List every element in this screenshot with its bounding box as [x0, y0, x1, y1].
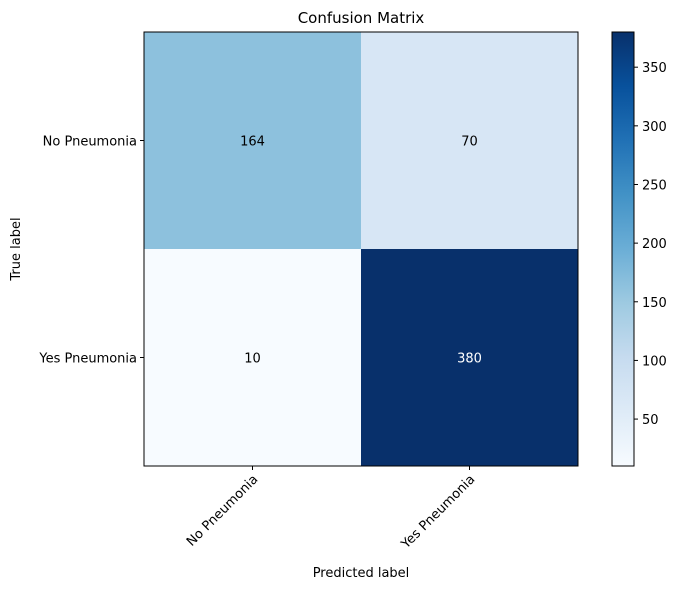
colorbar: [611, 31, 635, 467]
colorbar-ticks: 50 100 150 200 250 300 350: [634, 61, 667, 428]
cell-value-label: 380: [457, 352, 482, 367]
colorbar-tick-label: 100: [642, 354, 667, 369]
x-tick-label: No Pneumonia: [184, 472, 261, 549]
x-axis-ticks: No Pneumonia Yes Pneumonia: [184, 466, 478, 553]
colorbar-tick-label: 300: [642, 120, 667, 135]
cell-value-label: 164: [240, 135, 265, 150]
x-axis-label: Predicted label: [313, 566, 410, 581]
chart-title: Confusion Matrix: [298, 9, 425, 27]
heatmap-cell: [361, 32, 578, 249]
colorbar-tick-label: 200: [642, 237, 667, 252]
y-tick-label: Yes Pneumonia: [38, 352, 137, 367]
y-axis-label: True label: [9, 217, 24, 281]
cell-value-label: 10: [244, 352, 261, 367]
plot-frame: [143, 31, 579, 467]
heatmap-cell: [144, 249, 361, 466]
cell-value-label: 70: [461, 135, 478, 150]
x-tick-label: Yes Pneumonia: [398, 472, 478, 552]
heatmap-cells: 164 70 10 380: [144, 32, 578, 466]
colorbar-tick-label: 50: [642, 413, 659, 428]
y-tick-label: No Pneumonia: [43, 135, 137, 150]
y-axis-ticks: No Pneumonia Yes Pneumonia: [38, 135, 144, 367]
heatmap-cell: [361, 249, 578, 466]
heatmap-cell: [144, 32, 361, 249]
colorbar-tick-label: 250: [642, 178, 667, 193]
colorbar-tick-label: 350: [642, 61, 667, 76]
colorbar-tick-label: 150: [642, 296, 667, 311]
